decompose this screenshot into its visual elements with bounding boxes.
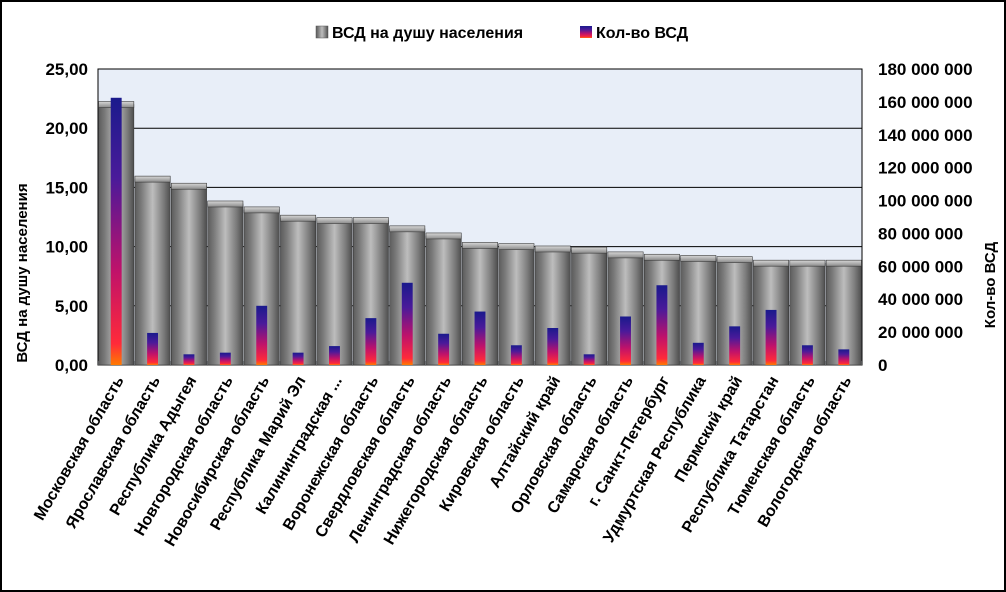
bar-vsd-count: [692, 342, 704, 365]
bar-cap: [607, 251, 644, 259]
y-tick-label: 10,00: [45, 238, 88, 257]
bar-cap: [716, 256, 753, 263]
bar-vsd-count: [256, 305, 268, 365]
y2-tick-label: 100 000 000: [878, 192, 973, 211]
bar-vsd-count: [547, 328, 559, 365]
bar-vsd-count: [656, 285, 668, 365]
bar-vsd-count: [765, 309, 777, 365]
y-tick-label: 0,00: [55, 356, 88, 375]
bar-cap: [825, 259, 862, 267]
bar-cap: [316, 217, 353, 224]
bar-cap: [280, 214, 317, 222]
bar-vsd-count: [401, 282, 413, 365]
y-tick-label: 25,00: [45, 60, 88, 79]
bar-vsd-count: [329, 346, 340, 365]
bar-cap: [571, 246, 608, 254]
bar-vsd-count: [147, 332, 159, 365]
bar-cap: [680, 255, 717, 262]
bar-cap: [389, 225, 426, 233]
legend-label-vsd-per-capita: ВСД на душу населения: [332, 25, 523, 42]
bar-cap: [789, 259, 826, 267]
bar-cap: [352, 217, 389, 224]
bar-vsd-count: [729, 326, 741, 365]
bar-cap: [753, 259, 789, 267]
bar-vsd-count: [110, 97, 122, 366]
bar-cap: [134, 175, 171, 183]
bar-vsd-count: [183, 354, 195, 365]
bar-vsd-per-capita: [316, 220, 353, 366]
bar-cap: [534, 245, 571, 253]
y2-tick-label: 160 000 000: [878, 93, 973, 112]
legend-swatch-vsd-count: [580, 26, 592, 38]
bar-vsd-count: [438, 333, 450, 365]
bar-vsd-count: [292, 352, 304, 365]
bar-vsd-count: [583, 354, 595, 365]
legend-swatch-vsd-per-capita: [315, 25, 329, 39]
legend: ВСД на душу населения Кол-во ВСД: [315, 25, 689, 42]
bar-cap: [425, 232, 462, 240]
bar-cap: [243, 206, 280, 214]
y2-tick-label: 20 000 000: [878, 323, 963, 342]
y2-tick-label: 80 000 000: [878, 224, 963, 243]
bar-vsd-count: [474, 311, 486, 365]
bar-cap: [462, 242, 498, 249]
bar-vsd-count: [620, 316, 631, 365]
y2-axis-title: Кол-во ВСД: [982, 241, 999, 328]
bar-vsd-per-capita: [825, 262, 862, 366]
bar-vsd-count: [838, 349, 850, 365]
bar-vsd-count: [510, 345, 522, 365]
y2-tick-label: 60 000 000: [878, 257, 963, 276]
y2-tick-label: 180 000 000: [878, 60, 973, 79]
y-tick-label: 15,00: [45, 178, 88, 197]
bar-cap: [498, 243, 535, 250]
y2-tick-label: 40 000 000: [878, 290, 963, 309]
y2-tick-label: 0: [878, 356, 887, 375]
bar-vsd-count: [219, 352, 231, 365]
bar-cap: [643, 253, 680, 261]
bar-vsd-count: [365, 318, 377, 365]
y-axis-title: ВСД на душу населения: [14, 183, 31, 362]
bar-vsd-per-capita: [207, 203, 244, 366]
bar-cap: [207, 200, 244, 208]
legend-label-vsd-count: Кол-во ВСД: [596, 25, 689, 42]
bar-vsd-per-capita: [571, 249, 608, 366]
y2-tick-label: 120 000 000: [878, 159, 973, 178]
bar-vsd-count: [801, 345, 813, 365]
y2-tick-label: 140 000 000: [878, 126, 973, 145]
y-tick-label: 5,00: [55, 297, 88, 316]
bar-vsd-per-capita: [171, 185, 207, 366]
y-tick-label: 20,00: [45, 119, 88, 138]
bar-vsd-per-capita: [280, 217, 317, 366]
bar-cap: [171, 182, 207, 190]
